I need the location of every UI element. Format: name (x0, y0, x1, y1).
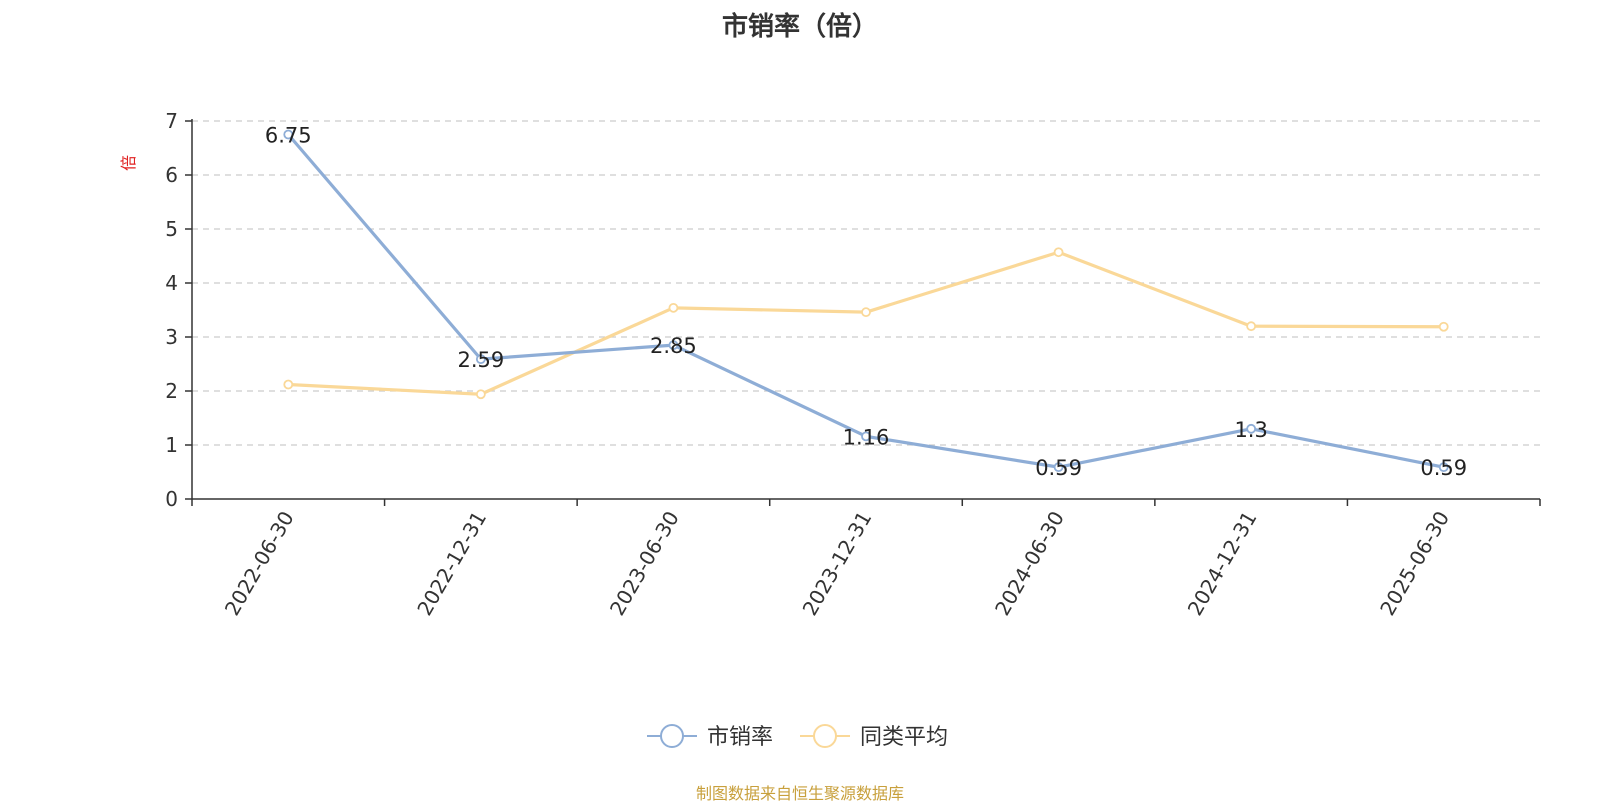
series-line-1 (288, 250, 1444, 396)
x-tick-label: 2022-12-31 (412, 507, 491, 620)
data-label: 0.59 (1420, 456, 1467, 480)
series-point-0[interactable] (475, 354, 486, 365)
series-point-1[interactable] (1246, 321, 1257, 332)
series-point-0[interactable] (1438, 462, 1449, 473)
series-point-0[interactable] (283, 129, 294, 140)
legend-marker (813, 724, 837, 748)
series-point-1[interactable] (283, 379, 294, 390)
data-label: 1.16 (843, 425, 890, 449)
x-tick-label: 2024-06-30 (990, 507, 1069, 620)
y-tick-label: 4 (165, 271, 178, 295)
legend[interactable]: 市销率 同类平均 (647, 724, 948, 750)
series-point-1[interactable] (1053, 247, 1064, 258)
x-tick-label: 2025-06-30 (1375, 507, 1454, 620)
series-point-0[interactable] (1053, 462, 1064, 473)
x-tick-label: 2024-12-31 (1183, 507, 1262, 620)
y-tick-label: 7 (165, 109, 178, 133)
data-label: 6.75 (265, 124, 312, 148)
source-note: 制图数据来自恒生聚源数据库 (695, 784, 904, 803)
x-tick-label: 2022-06-30 (220, 507, 299, 620)
legend-label: 同类平均 (860, 725, 948, 750)
series-point-0[interactable] (668, 340, 679, 351)
legend-marker (660, 724, 684, 748)
data-labels: 6.75 2.59 2.85 1.16 0.59 1.3 0.59 (265, 124, 1467, 481)
series-point-1[interactable] (1438, 321, 1449, 332)
series-line-0 (287, 133, 1445, 469)
legend-label: 市销率 (707, 725, 773, 750)
y-tick-label: 1 (165, 433, 178, 457)
legend-item-1[interactable]: 同类平均 (800, 724, 948, 750)
y-tick-label: 5 (165, 217, 178, 241)
data-label: 0.59 (1035, 456, 1082, 480)
grid-lines (192, 120, 1540, 446)
y-tick-label: 6 (165, 163, 178, 187)
data-label: 1.3 (1234, 418, 1267, 442)
y-tick-label: 0 (165, 487, 178, 511)
x-tick-label: 2023-12-31 (797, 507, 876, 620)
data-label: 2.85 (650, 334, 697, 358)
legend-item-0[interactable]: 市销率 (647, 724, 773, 750)
series-point-1[interactable] (668, 302, 679, 313)
series-point-1[interactable] (475, 389, 486, 400)
x-tick-label: 2023-06-30 (605, 507, 684, 620)
y-tick-label: 2 (165, 379, 178, 403)
series-lines (283, 129, 1449, 473)
y-axis-unit-label: 倍 (119, 155, 138, 171)
data-label: 2.59 (457, 348, 504, 372)
series-point-1[interactable] (861, 307, 871, 318)
chart-title: 市销率（倍） (721, 12, 878, 42)
series-point-0[interactable] (861, 431, 871, 442)
series-point-0[interactable] (1246, 423, 1257, 434)
y-tick-label: 3 (165, 325, 178, 349)
